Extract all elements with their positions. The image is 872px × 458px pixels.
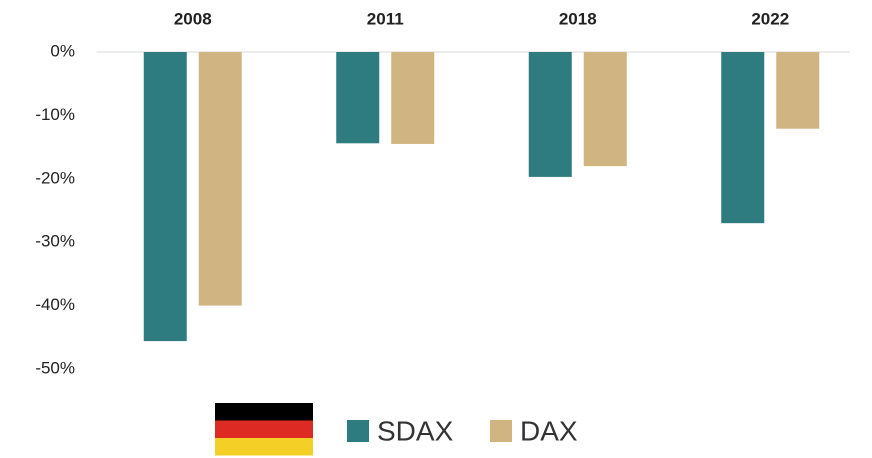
category-label: 2008 [174, 9, 212, 28]
category-label: 2022 [751, 9, 789, 28]
category-label: 2011 [367, 9, 404, 28]
bar [336, 52, 380, 144]
legend-swatch [347, 420, 369, 442]
bar [143, 52, 187, 342]
y-tick-label: -10% [35, 105, 75, 124]
y-tick-label: -50% [35, 358, 75, 377]
bar [198, 52, 242, 306]
bar [583, 52, 627, 167]
legend-label: DAX [520, 415, 578, 446]
y-tick-label: -20% [35, 168, 75, 187]
category-label: 2018 [559, 9, 597, 28]
flag [215, 403, 313, 456]
flag-stripe [215, 403, 313, 421]
y-tick-label: 0% [50, 41, 75, 60]
flag-stripe [215, 420, 313, 438]
legend-swatch [490, 420, 512, 442]
y-tick-label: -40% [35, 295, 75, 314]
legend-label: SDAX [377, 415, 454, 446]
bar [528, 52, 572, 177]
bar [391, 52, 435, 144]
bar [721, 52, 765, 224]
y-tick-label: -30% [35, 232, 75, 251]
bar [776, 52, 820, 129]
flag-stripe [215, 438, 313, 456]
